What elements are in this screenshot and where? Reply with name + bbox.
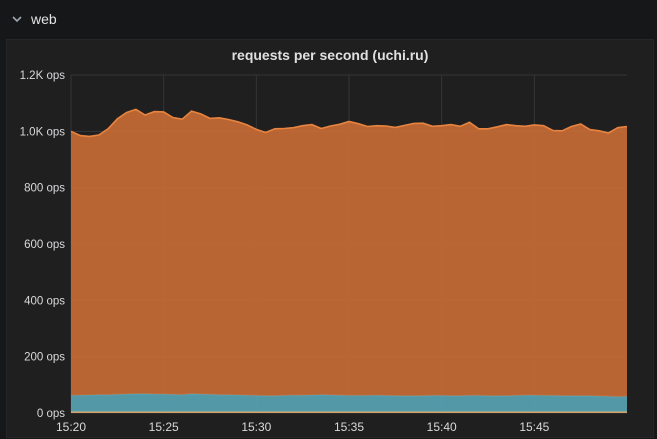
y-tick-label: 1.2K ops [20, 70, 66, 82]
x-tick-label: 15:25 [149, 420, 179, 434]
x-tick-label: 15:30 [241, 420, 271, 434]
x-tick-label: 15:45 [519, 420, 549, 434]
y-tick-label: 400 ops [24, 295, 65, 307]
area-chart[interactable]: 0 ops 200 ops 400 ops 600 ops 800 ops 1.0K op… [7, 40, 655, 439]
chevron-down-icon[interactable] [0, 0, 32, 38]
x-tick-label: 15:40 [427, 420, 457, 434]
row-header-web[interactable]: web [0, 0, 657, 38]
series-orange-area [71, 109, 627, 397]
x-tick-label: 15:35 [334, 420, 364, 434]
y-tick-label: 200 ops [24, 352, 65, 364]
series-orange-line [70, 108, 628, 138]
y-tick-label: 600 ops [24, 239, 65, 251]
x-tick-label: 15:20 [56, 420, 86, 434]
y-tick-label: 800 ops [24, 183, 65, 195]
y-tick-label: 1.0K ops [20, 126, 66, 138]
graph-panel[interactable]: requests per second (uchi.ru) 0 ops 200 o… [6, 39, 654, 438]
panel-title[interactable]: requests per second (uchi.ru) [231, 47, 429, 63]
row-title: web [31, 11, 57, 27]
series-teal-area [71, 393, 627, 412]
y-tick-label: 0 ops [37, 408, 65, 420]
